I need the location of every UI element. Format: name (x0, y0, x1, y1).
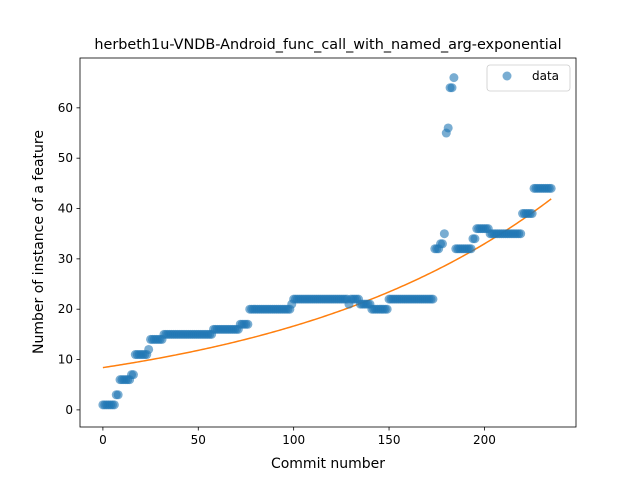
axes-frame (79, 57, 577, 428)
fit-line (102, 198, 552, 369)
x-tick-label: 150 (378, 433, 401, 447)
y-axis-label: Number of instance of a feature (31, 130, 47, 354)
data-point (109, 400, 119, 410)
data-point (443, 123, 453, 133)
data-point (449, 73, 459, 83)
y-tick-label: 0 (65, 403, 73, 417)
legend: data (486, 64, 571, 92)
legend-label-data: data (532, 69, 559, 83)
data-point (470, 234, 480, 244)
data-point (382, 304, 392, 314)
data-point (447, 83, 457, 93)
data-point (128, 370, 138, 380)
data-point (428, 294, 438, 304)
y-tick-label: 20 (58, 302, 73, 316)
x-tick-label: 0 (99, 433, 107, 447)
fit-line-group (102, 198, 552, 369)
y-tick-label: 10 (58, 353, 73, 367)
y-tick-label: 30 (58, 252, 73, 266)
data-points-group (98, 73, 556, 410)
plot-area (79, 57, 577, 428)
chart-title: herbeth1u-VNDB-Android_func_call_with_na… (94, 37, 561, 53)
legend-box (486, 64, 571, 92)
data-point (466, 244, 476, 254)
data-point (144, 344, 154, 354)
data-point (439, 229, 449, 239)
data-point (546, 183, 556, 193)
x-tick-label: 50 (191, 433, 206, 447)
x-tick-label: 100 (282, 433, 305, 447)
x-tick-label: 200 (473, 433, 496, 447)
data-point (113, 390, 123, 400)
x-axis-label: Commit number (271, 456, 385, 472)
legend-marker (502, 71, 512, 81)
data-point (437, 239, 447, 249)
y-tick-label: 50 (58, 151, 73, 165)
y-tick-label: 60 (58, 101, 73, 115)
y-tick-label: 40 (58, 202, 73, 216)
data-point (243, 319, 253, 329)
x-axis: 0 50 100 150 200 (99, 427, 496, 447)
data-point (527, 209, 537, 219)
y-axis: 0 10 20 30 40 50 60 (58, 101, 80, 417)
data-point (516, 229, 526, 239)
